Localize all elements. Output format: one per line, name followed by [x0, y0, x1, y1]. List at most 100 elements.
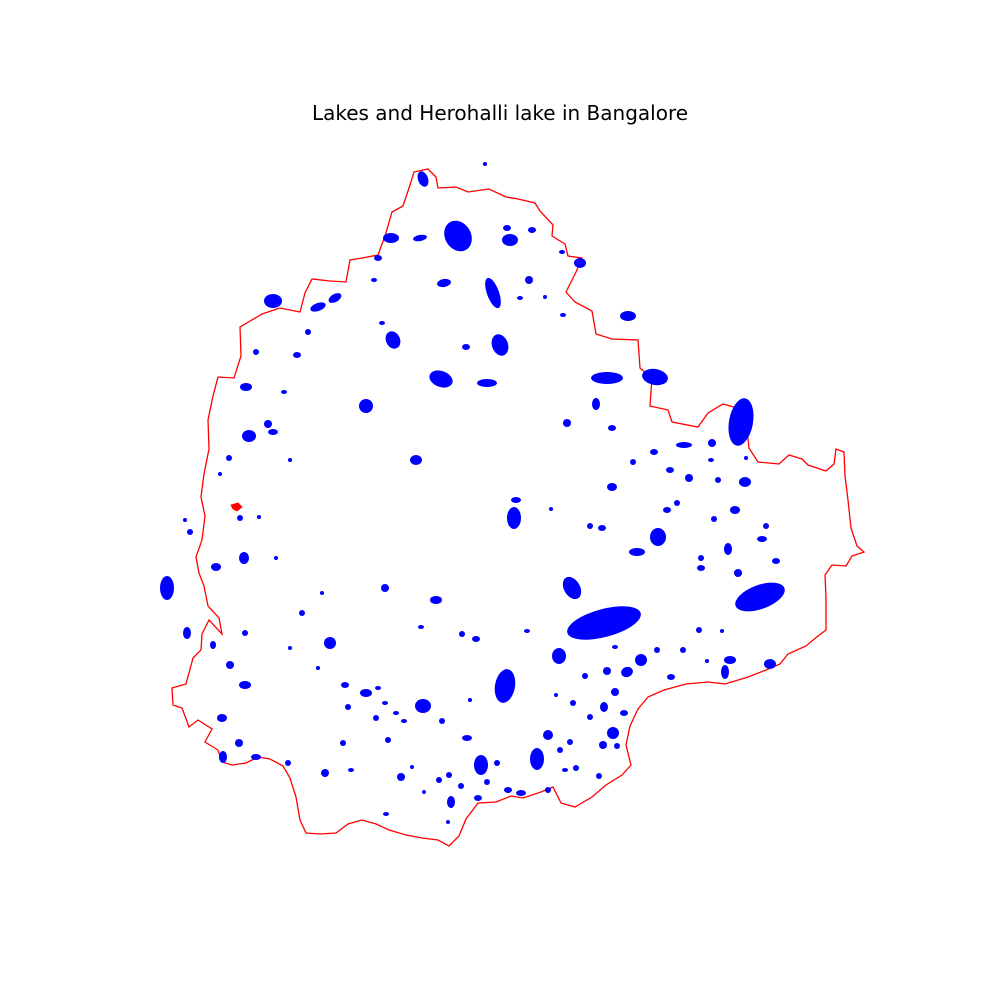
lake [739, 477, 751, 487]
lake [696, 627, 702, 633]
lake [381, 584, 389, 592]
lake [764, 659, 776, 669]
lake [397, 773, 405, 781]
lake [462, 735, 472, 741]
lake [340, 740, 346, 746]
lake [382, 701, 388, 705]
lake [557, 747, 563, 753]
lake [697, 565, 705, 571]
lake [436, 777, 442, 783]
lake [530, 748, 544, 770]
lake [257, 515, 261, 519]
lake [511, 497, 521, 503]
lake [401, 719, 407, 723]
lake [187, 529, 193, 535]
lake [237, 515, 243, 521]
lake [559, 250, 565, 254]
lake [226, 455, 232, 461]
lake [226, 661, 234, 669]
lake [620, 311, 636, 321]
lake [264, 294, 282, 308]
lake [562, 576, 582, 600]
lake [612, 645, 618, 649]
lake [413, 234, 427, 242]
lake [730, 506, 740, 514]
lake [288, 646, 292, 650]
lake [715, 477, 721, 483]
lake [324, 637, 336, 649]
lake [239, 552, 249, 564]
lake [543, 730, 553, 740]
lake [502, 234, 518, 246]
lake [219, 751, 227, 763]
lake [429, 370, 453, 388]
lake [587, 523, 593, 529]
lake [666, 467, 674, 473]
lake [573, 765, 579, 771]
lake [385, 737, 391, 743]
lake [477, 379, 497, 387]
lake [734, 569, 742, 577]
lake [293, 352, 301, 358]
lake [592, 398, 600, 410]
lake [600, 702, 608, 712]
lake [603, 667, 611, 675]
lake [264, 420, 272, 428]
lake [524, 629, 530, 633]
lake [663, 507, 671, 513]
lake [210, 641, 216, 649]
lake [410, 455, 422, 465]
lake [316, 666, 320, 670]
lake [446, 820, 450, 824]
lake [379, 321, 385, 325]
lake [494, 669, 516, 703]
lake [305, 329, 311, 335]
lake [567, 606, 641, 640]
lake [667, 674, 675, 680]
lake [630, 459, 636, 465]
lake [724, 543, 732, 555]
lake [444, 220, 472, 252]
lake [674, 500, 680, 506]
lake [705, 659, 709, 663]
lake [410, 765, 414, 769]
lake [242, 430, 256, 442]
lake [528, 227, 536, 233]
lake [211, 563, 221, 571]
lake [724, 656, 736, 664]
lake [599, 741, 607, 749]
lake [285, 760, 291, 766]
lake [320, 591, 324, 595]
lake [567, 739, 573, 745]
lake [217, 714, 227, 722]
lake [253, 349, 259, 355]
lake [720, 629, 724, 633]
lake [591, 372, 623, 384]
lake [685, 474, 693, 482]
lake [447, 796, 455, 808]
lake [650, 449, 658, 455]
lake [484, 779, 490, 785]
herohalli-lake-layer [230, 502, 243, 512]
lake [629, 548, 645, 556]
lake [373, 715, 379, 721]
lake [621, 666, 633, 678]
lake [744, 456, 748, 460]
lake [772, 558, 780, 564]
lake [160, 576, 174, 600]
lake [676, 442, 692, 448]
lake [474, 795, 482, 801]
lake [218, 472, 222, 476]
lake [552, 648, 566, 664]
lake [735, 582, 785, 612]
lake [680, 647, 686, 653]
lake [507, 507, 521, 529]
lake [545, 787, 551, 793]
lake [642, 368, 668, 386]
lake [371, 278, 377, 282]
lake [418, 625, 424, 629]
lake [721, 665, 729, 679]
lake [698, 555, 704, 561]
lake [485, 277, 501, 309]
